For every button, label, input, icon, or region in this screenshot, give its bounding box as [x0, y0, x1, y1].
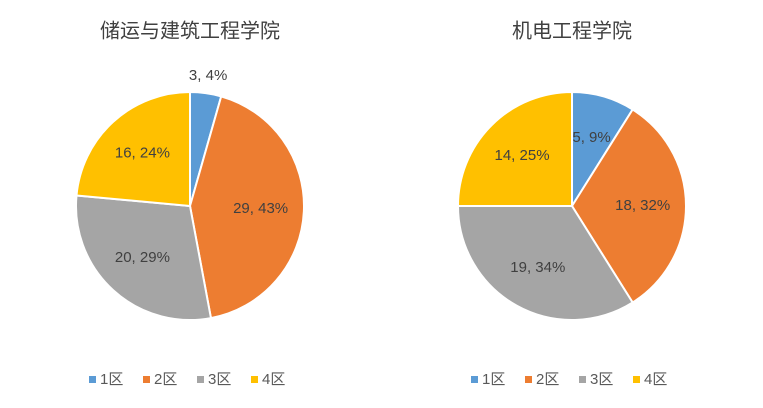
- data-label: 3, 4%: [189, 67, 227, 84]
- pie-slice: [188, 95, 305, 320]
- legend-label: 4区: [644, 371, 667, 388]
- legend-swatch: [471, 376, 478, 383]
- data-label: 19, 34%: [510, 259, 565, 276]
- legend-swatch: [579, 376, 586, 383]
- pie-slice: [75, 90, 191, 208]
- data-label: 20, 29%: [115, 249, 170, 266]
- legend-label: 1区: [482, 371, 505, 388]
- legend-label: 1区: [100, 371, 123, 388]
- pie-slice: [456, 90, 573, 207]
- pie-slice: [456, 205, 635, 321]
- chart-title: 机电工程学院: [512, 19, 632, 42]
- data-label: 29, 43%: [233, 200, 288, 217]
- legend-label: 3区: [590, 371, 613, 388]
- legend-label: 4区: [262, 371, 285, 388]
- data-label: 16, 24%: [115, 145, 170, 162]
- legend-swatch: [89, 376, 96, 383]
- legend-swatch: [251, 376, 258, 383]
- legend-label: 3区: [208, 371, 231, 388]
- data-label: 18, 32%: [615, 197, 670, 214]
- legend-label: 2区: [536, 371, 559, 388]
- legend-swatch: [633, 376, 640, 383]
- pie-slice: [570, 108, 688, 304]
- data-label: 14, 25%: [494, 147, 549, 164]
- pie-slice: [75, 194, 213, 321]
- legend-swatch: [525, 376, 532, 383]
- legend-swatch: [143, 376, 150, 383]
- data-label: 5, 9%: [572, 129, 610, 146]
- chart-title: 储运与建筑工程学院: [100, 19, 280, 42]
- legend-label: 2区: [154, 371, 177, 388]
- legend-swatch: [197, 376, 204, 383]
